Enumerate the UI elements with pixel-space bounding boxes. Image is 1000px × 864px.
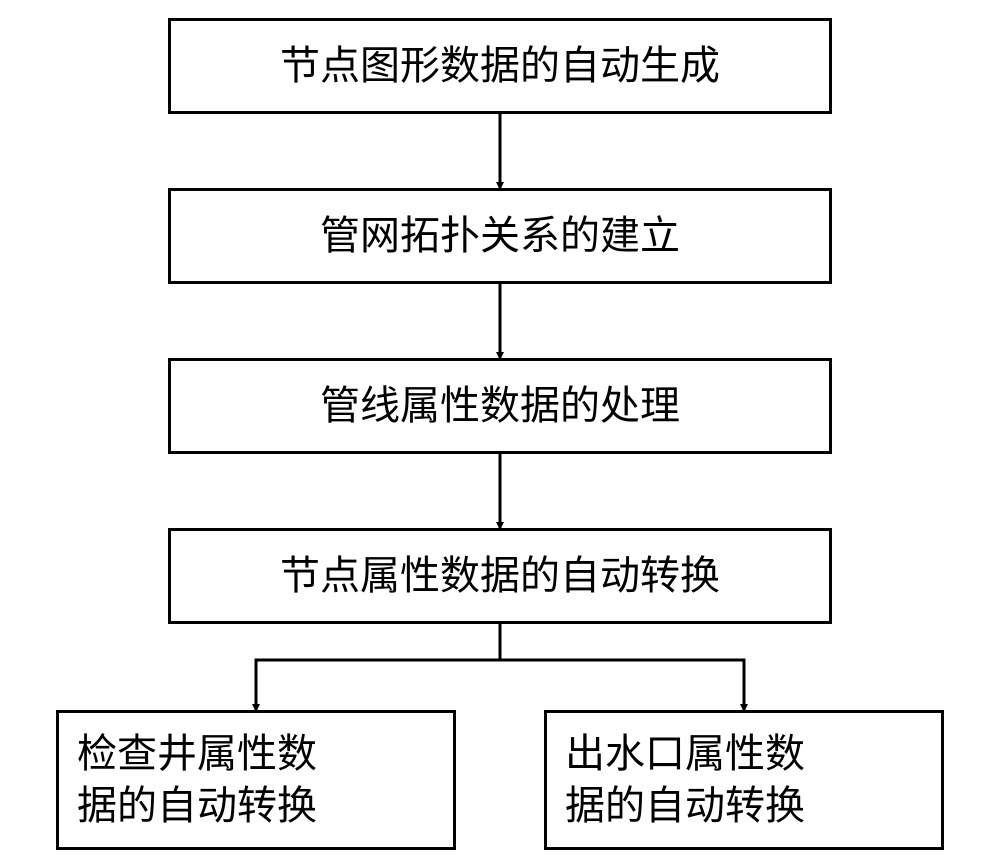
arrow-n4-n6 <box>0 0 1000 864</box>
